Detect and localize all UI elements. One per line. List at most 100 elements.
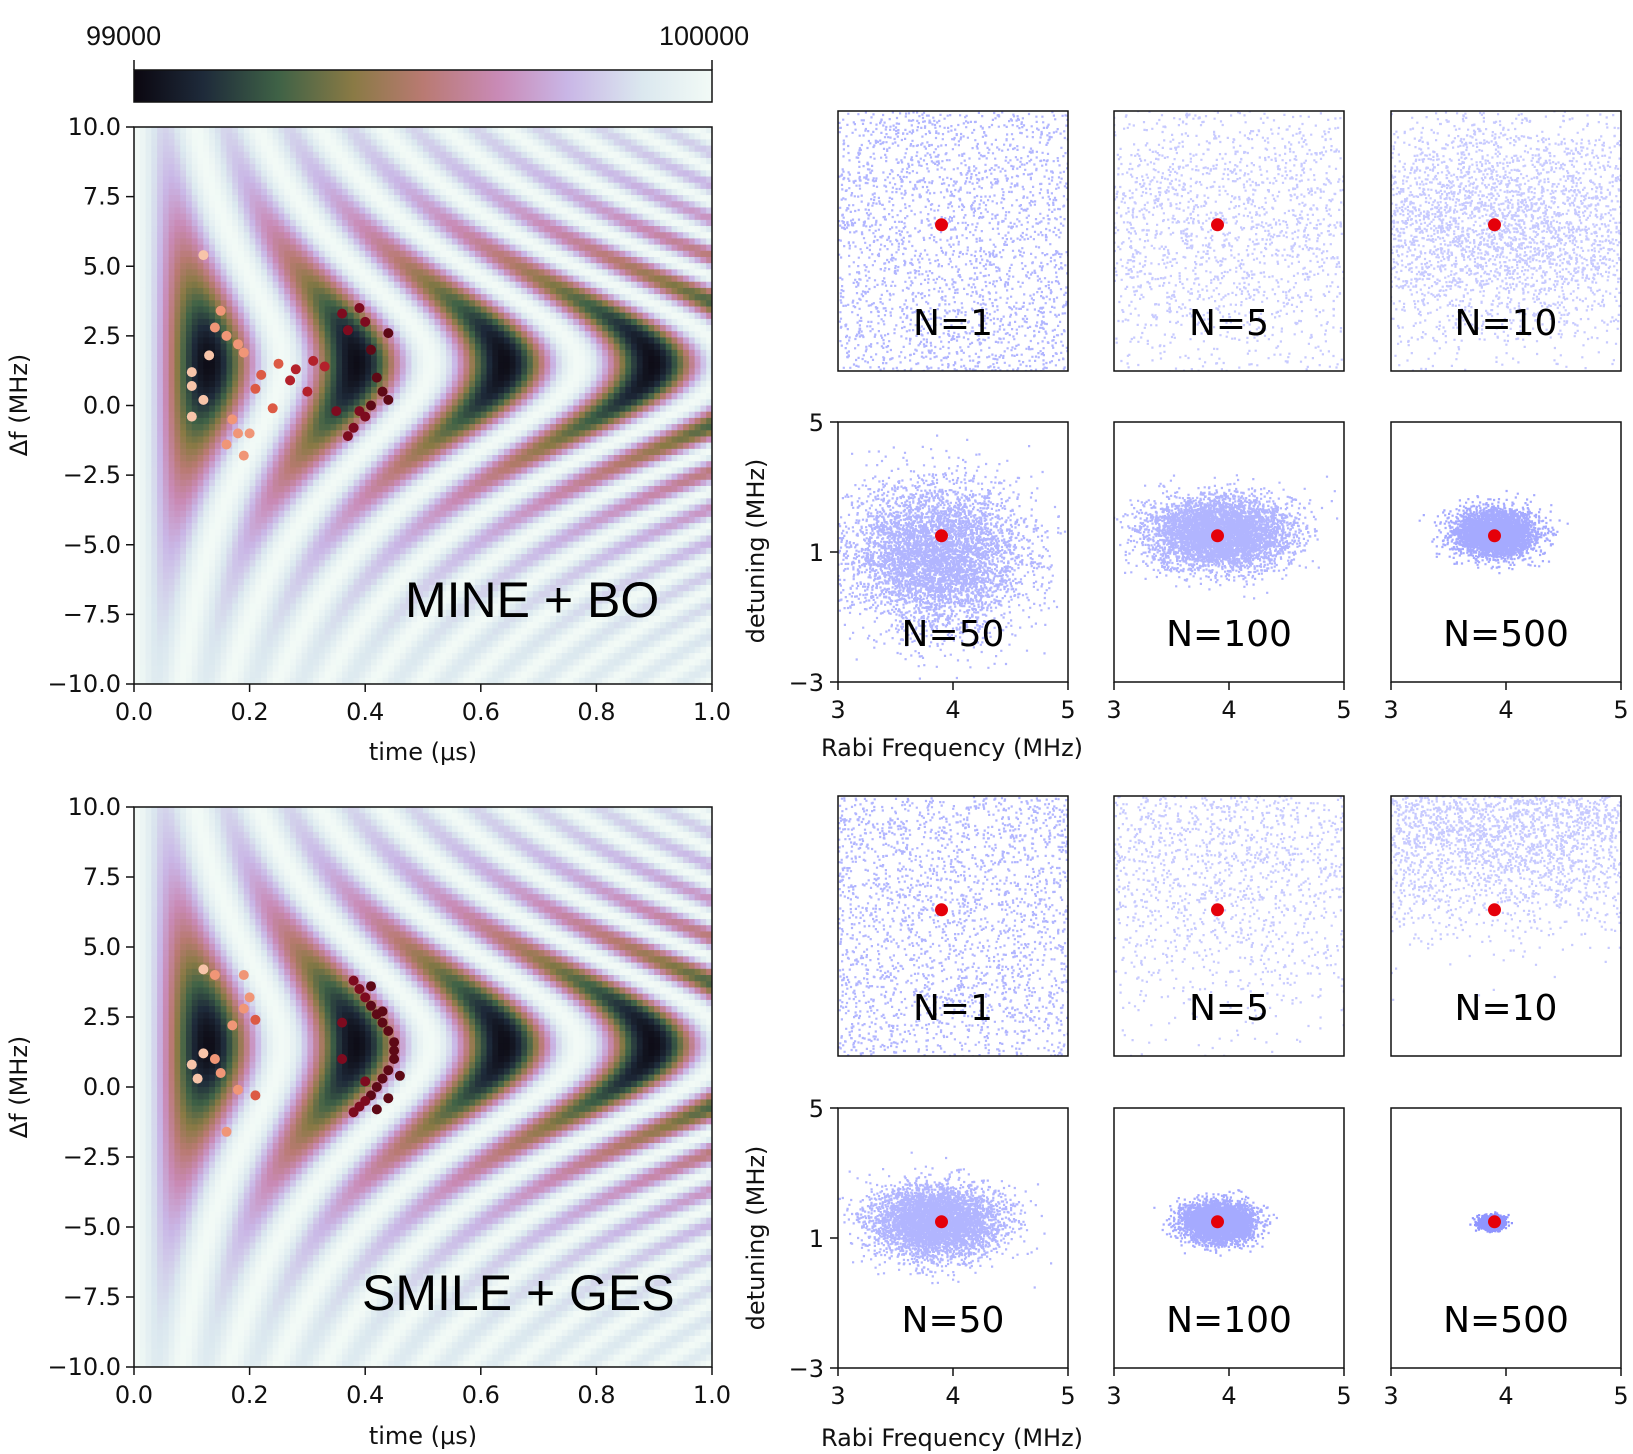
heatmap-cell <box>174 504 181 512</box>
heatmap-cell <box>324 368 332 376</box>
heatmap-cell <box>249 628 256 636</box>
heatmap-cell <box>394 380 401 388</box>
heatmap-cell <box>157 226 164 233</box>
heatmap-cell <box>139 300 147 308</box>
heatmap-cell <box>255 393 262 400</box>
heatmap-cell <box>203 157 210 165</box>
heatmap-cell <box>145 448 152 456</box>
heatmap-cell <box>313 479 320 487</box>
heatmap-cell <box>220 201 228 209</box>
heatmap-cell <box>295 164 303 171</box>
heatmap-cell <box>255 671 262 679</box>
heatmap-cell <box>423 584 430 592</box>
heatmap-cell <box>359 176 366 184</box>
heatmap-cell <box>255 219 262 227</box>
heatmap-cell <box>301 139 308 147</box>
heatmap-cell <box>284 325 291 332</box>
heatmap-cell <box>376 665 384 673</box>
heatmap-cell <box>157 151 164 159</box>
heatmap-cell <box>451 188 459 196</box>
heatmap-cell <box>186 609 193 617</box>
heatmap-cell <box>174 523 181 530</box>
heatmap-cell <box>342 609 349 617</box>
heatmap-cell <box>278 399 285 407</box>
heatmap-cell <box>203 628 210 636</box>
heatmap-cell <box>295 424 303 431</box>
heatmap-cell <box>261 492 268 499</box>
heatmap-cell <box>180 355 187 363</box>
heatmap-cell <box>370 665 378 673</box>
heatmap-cell <box>203 182 210 190</box>
heatmap-cell <box>307 250 314 258</box>
heatmap-cell <box>226 516 233 524</box>
heatmap-cell <box>376 671 384 679</box>
heatmap-cell <box>151 182 158 190</box>
heatmap-cell <box>255 287 262 295</box>
heatmap-cell <box>399 232 407 239</box>
heatmap-cell <box>214 634 222 642</box>
heatmap-cell <box>307 294 314 301</box>
heatmap-cell <box>365 498 372 506</box>
heatmap-cell <box>134 318 141 326</box>
heatmap-cell <box>157 380 164 388</box>
heatmap-cell <box>162 424 170 431</box>
heatmap-cell <box>197 591 204 598</box>
heatmap-cell <box>313 653 320 660</box>
heatmap-cell <box>290 541 297 549</box>
heatmap-cell <box>191 219 199 227</box>
heatmap-cell <box>261 424 268 431</box>
heatmap-cell <box>423 386 430 394</box>
heatmap-cell <box>145 337 152 345</box>
heatmap-cell <box>440 399 447 407</box>
heatmap-cell <box>272 479 280 487</box>
heatmap-cell <box>197 386 204 394</box>
heatmap-cell <box>313 603 320 611</box>
heatmap-cell <box>162 634 170 642</box>
heatmap-cell <box>157 287 164 295</box>
heatmap-cell <box>157 671 164 679</box>
heatmap-cell <box>145 133 152 140</box>
heatmap-cell <box>249 584 256 592</box>
heatmap-cell <box>151 312 158 320</box>
heatmap-cell <box>145 485 152 493</box>
heatmap-cell <box>417 139 424 147</box>
heatmap-cell <box>313 566 320 574</box>
heatmap-cell <box>365 226 372 233</box>
heatmap-cell <box>434 479 441 487</box>
heatmap-cell <box>405 331 413 339</box>
heatmap-cell <box>214 145 222 153</box>
heatmap-cell <box>417 603 424 611</box>
heatmap-cell <box>243 485 251 493</box>
heatmap-cell <box>399 399 407 407</box>
heatmap-cell <box>313 591 320 598</box>
heatmap-cell <box>295 535 303 543</box>
heatmap-cell <box>359 312 366 320</box>
heatmap-cell <box>388 306 395 314</box>
heatmap-cell <box>382 529 389 537</box>
heatmap-cell <box>197 504 204 512</box>
heatmap-cell <box>394 213 401 221</box>
heatmap-cell <box>301 492 308 499</box>
heatmap-cell <box>209 572 216 580</box>
heatmap-cell <box>191 331 199 339</box>
heatmap-cell <box>376 139 384 147</box>
heatmap-cell <box>347 572 355 580</box>
heatmap-cell <box>434 151 441 159</box>
heatmap-cell <box>446 294 453 301</box>
heatmap-cell <box>180 250 187 258</box>
heatmap-cell <box>261 133 268 140</box>
heatmap-cell <box>134 306 141 314</box>
heatmap-cell <box>214 238 222 246</box>
heatmap-cell <box>394 232 401 239</box>
heatmap-cell <box>214 182 222 190</box>
heatmap-cell <box>278 646 285 654</box>
heatmap-cell <box>134 127 141 134</box>
heatmap-cell <box>134 634 141 642</box>
heatmap-cell <box>134 399 141 407</box>
heatmap-cell <box>290 331 297 339</box>
heatmap-cell <box>417 566 424 574</box>
heatmap-cell <box>324 622 332 629</box>
heatmap-cell <box>238 219 245 227</box>
heatmap-cell <box>255 355 262 363</box>
heatmap-cell <box>434 566 441 574</box>
